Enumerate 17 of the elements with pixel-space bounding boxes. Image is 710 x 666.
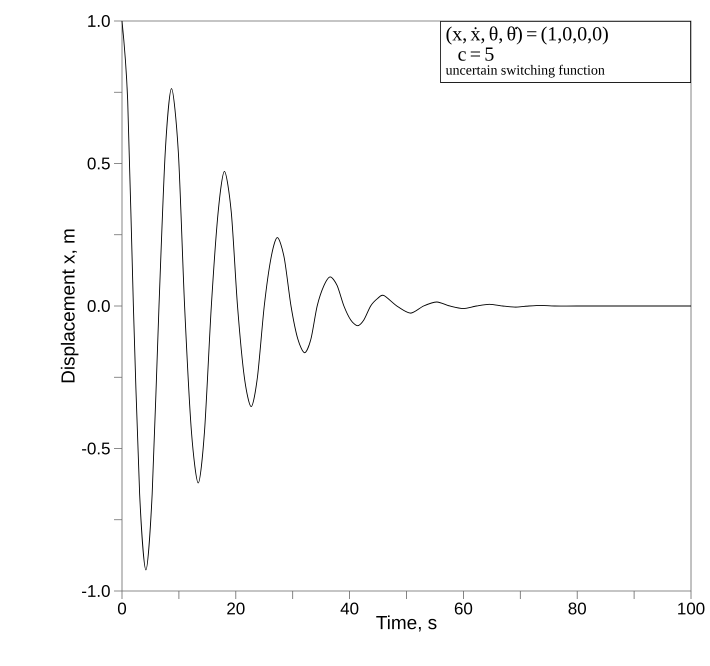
y-tick-label: 0.0 <box>88 300 110 312</box>
y-axis-title: Displacement x, m <box>60 229 78 382</box>
line-series <box>122 20 692 570</box>
x-axis-title: Time, s <box>376 615 436 632</box>
x-tick-label: 60 <box>454 602 472 615</box>
y-tick-label: -1.0 <box>82 585 110 597</box>
x-tick-label: 20 <box>227 602 245 615</box>
annotation: uncertain switching function <box>446 64 605 78</box>
y-tick-label: 0.5 <box>88 157 110 170</box>
annotation: (x, ẋ, θ, θ̇) = (1,0,0,0) <box>446 26 608 45</box>
y-tick-label: 1.0 <box>88 14 110 27</box>
x-tick-label: 0 <box>118 602 126 615</box>
x-tick-label: 40 <box>340 602 358 615</box>
y-tick-label: -0.5 <box>82 442 110 454</box>
x-tick-label: 80 <box>568 602 586 615</box>
annotation: c = 5 <box>458 48 494 61</box>
x-tick-label: 100 <box>678 602 704 615</box>
